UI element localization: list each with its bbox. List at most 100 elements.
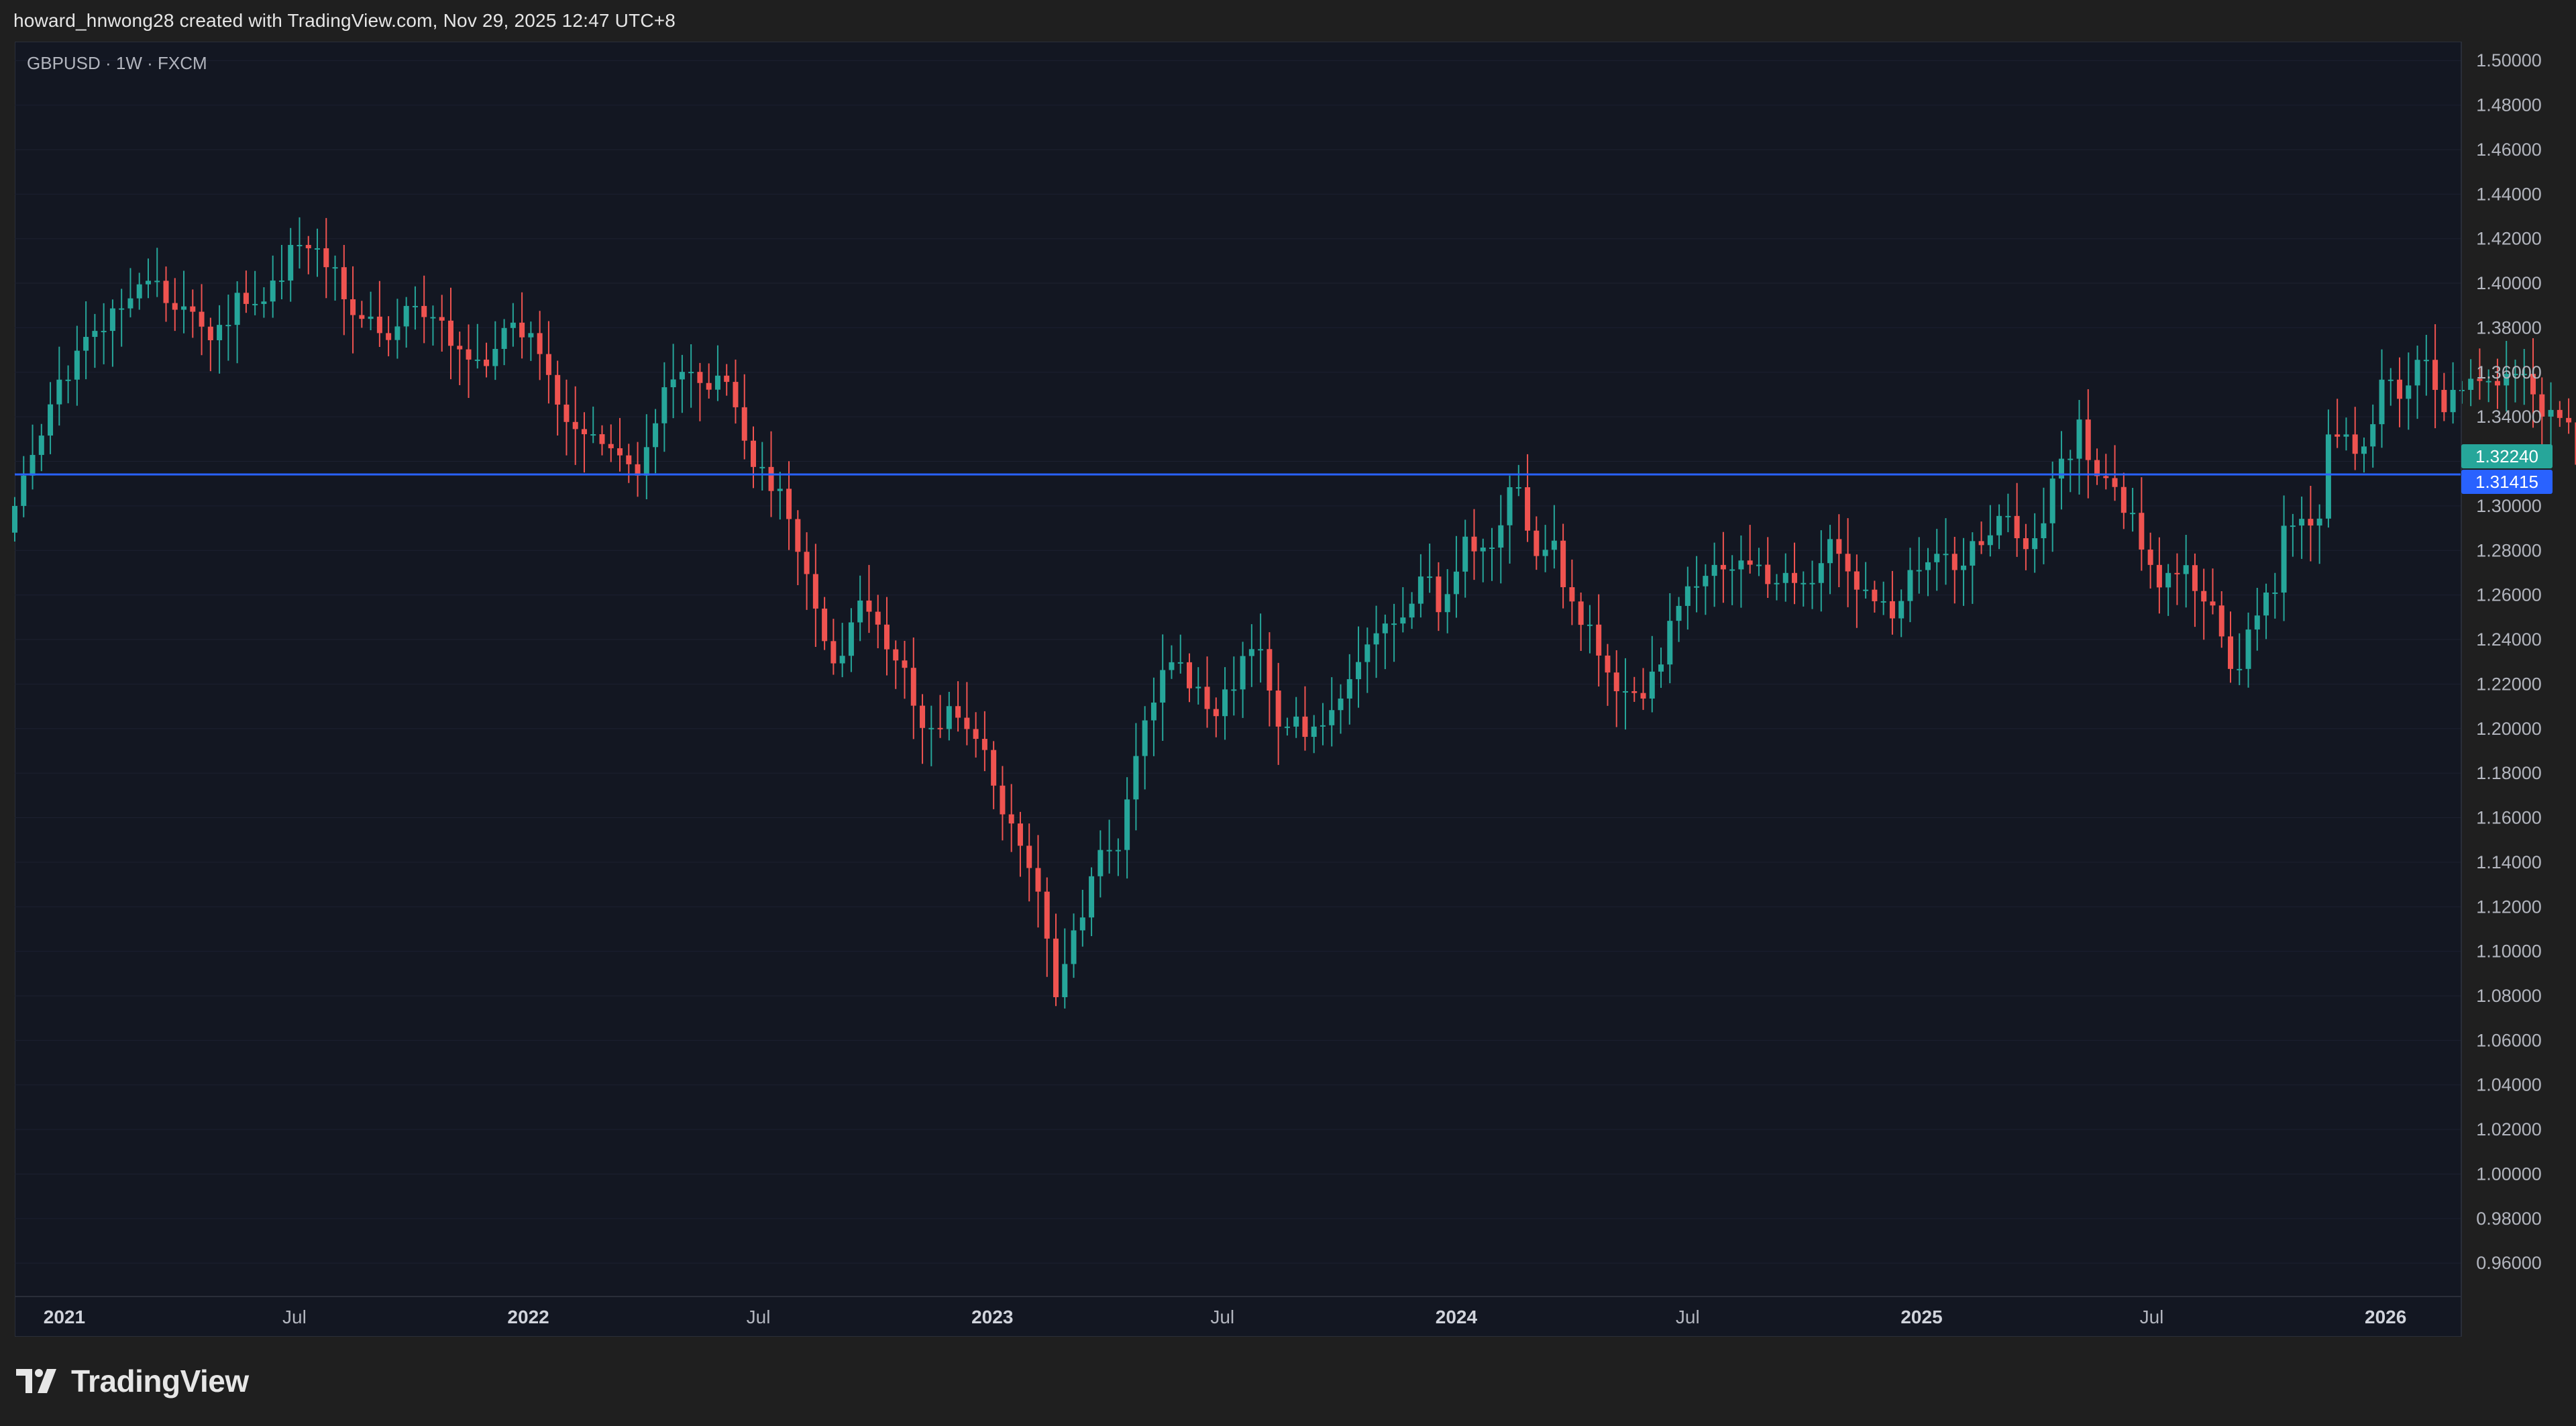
price-axis-tick-label: 1.44000 xyxy=(2476,184,2542,204)
candle-body xyxy=(457,346,463,350)
candle-body xyxy=(1729,569,1735,571)
price-axis-tick-label: 1.22000 xyxy=(2476,674,2542,694)
candle-body xyxy=(2245,629,2251,669)
candle-body xyxy=(1854,571,1860,590)
candle-body xyxy=(1987,535,1993,546)
price-axis-tick-label: 1.16000 xyxy=(2476,808,2542,828)
candle-body xyxy=(368,316,374,319)
candle-body xyxy=(1676,605,1682,621)
candle-body xyxy=(599,434,605,444)
candle-body xyxy=(403,305,409,327)
candle-body xyxy=(217,325,223,341)
candle-body xyxy=(1329,710,1335,725)
candle-body xyxy=(2361,446,2367,454)
candle-body xyxy=(359,315,365,319)
candle-body xyxy=(981,739,987,750)
candle-body xyxy=(101,331,107,333)
candle-body xyxy=(1000,785,1006,815)
candle-body xyxy=(2254,615,2260,630)
candle-body xyxy=(875,611,881,625)
candle-body xyxy=(902,660,908,668)
price-axis-tick-label: 1.48000 xyxy=(2476,95,2542,115)
candle-body xyxy=(1809,582,1815,584)
candle-body xyxy=(2343,434,2349,437)
candle-body xyxy=(910,668,916,706)
price-axis-tick-label: 1.46000 xyxy=(2476,140,2542,160)
candle-body xyxy=(1970,541,1976,566)
candle-body xyxy=(1462,536,1468,572)
candle-body xyxy=(1587,624,1593,626)
candle-body xyxy=(1204,686,1210,709)
candle-body xyxy=(190,306,196,312)
price-axis-tick-label: 1.06000 xyxy=(2476,1030,2542,1050)
candle-body xyxy=(154,281,160,283)
time-axis-tick-label: 2021 xyxy=(44,1307,85,1327)
price-axis-tick-label: 1.20000 xyxy=(2476,719,2542,739)
candle-body xyxy=(2085,419,2091,460)
candle-body xyxy=(261,301,267,304)
candle-body xyxy=(1017,823,1023,846)
candle-body xyxy=(2023,538,2029,550)
price-axis-tick-label: 1.36000 xyxy=(2476,362,2542,383)
candle-body xyxy=(572,421,578,429)
candle-body xyxy=(1356,662,1362,680)
candle-body xyxy=(2548,409,2554,417)
candle-body xyxy=(2450,390,2456,413)
candle-body xyxy=(1222,689,1228,717)
candle-body xyxy=(1951,554,1957,570)
candle-body xyxy=(2441,390,2447,413)
candle-body xyxy=(812,574,818,609)
candle-body xyxy=(626,455,632,464)
candle-body xyxy=(679,372,685,380)
candle-body xyxy=(883,624,890,650)
candle-body xyxy=(278,281,284,283)
candle-body xyxy=(893,649,899,661)
candle-body xyxy=(1649,671,1655,699)
price-axis-tick-label: 1.40000 xyxy=(2476,273,2542,293)
candle-body xyxy=(2139,513,2145,550)
candle-body xyxy=(751,440,757,467)
candle-body xyxy=(2281,525,2287,593)
candle-body xyxy=(1248,649,1254,656)
candle-body xyxy=(724,375,730,383)
candle-body xyxy=(323,248,329,268)
candle-body xyxy=(1489,547,1495,549)
time-axis-tick-label: Jul xyxy=(2140,1307,2164,1327)
candle-body xyxy=(1453,571,1459,595)
candle-body xyxy=(537,333,543,354)
candle-body xyxy=(928,727,934,729)
candle-body xyxy=(2058,458,2064,479)
candle-body xyxy=(109,308,115,332)
candle-body xyxy=(1106,850,1112,852)
chart-pane[interactable] xyxy=(15,42,2462,1337)
price-axis[interactable]: 1.50000 1.48000 1.46000 1.44000 1.42000 1.400… xyxy=(2461,42,2542,1337)
candle-body xyxy=(848,622,854,656)
candle-body xyxy=(1053,938,1059,997)
candle-body xyxy=(2468,378,2474,391)
tradingview-logo[interactable]: TradingView xyxy=(16,1362,249,1400)
candle-body xyxy=(1818,563,1824,583)
candle-body xyxy=(608,444,614,448)
price-axis-tick-label: 1.50000 xyxy=(2476,50,2542,70)
candle-body xyxy=(2263,593,2269,616)
candle-body xyxy=(581,429,587,435)
candle-body xyxy=(2379,379,2385,425)
candle-body xyxy=(1124,799,1130,850)
candle-body xyxy=(617,448,623,456)
symbol-title[interactable]: GBPUSD · 1W · FXCM xyxy=(27,53,207,73)
candle-body xyxy=(119,308,125,310)
price-axis-tick-label: 1.42000 xyxy=(2476,229,2542,249)
candle-body xyxy=(1711,564,1717,576)
candle-body xyxy=(48,404,54,436)
candle-body xyxy=(74,350,80,380)
candle-body xyxy=(332,267,338,269)
candle-body xyxy=(288,244,294,281)
candle-body xyxy=(199,311,205,327)
candle-body xyxy=(38,436,44,455)
candle-body xyxy=(501,327,507,349)
candle-body xyxy=(1186,662,1192,689)
candle-body xyxy=(697,372,703,383)
time-axis[interactable]: 2021 Jul 2022 Jul 2023 Jul 2024 Jul 2025 Jul 2026 xyxy=(15,1296,2461,1327)
